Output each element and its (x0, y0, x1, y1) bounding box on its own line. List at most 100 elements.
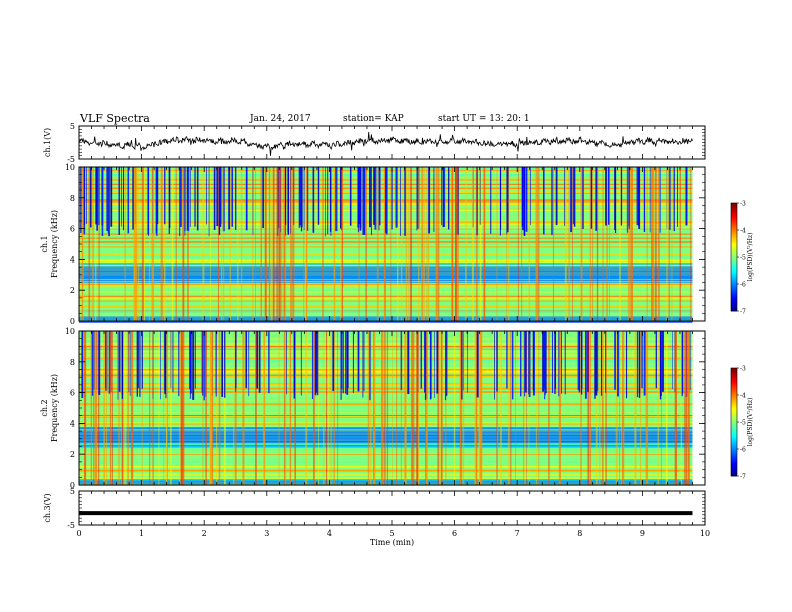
ch2-spec-impulse (680, 331, 682, 485)
ch2-colorbar-color-step (731, 465, 737, 468)
ch2-spec-impulse (587, 331, 589, 485)
ch1-spec-strong-impulse (451, 167, 454, 321)
ch1-spec-impulse (255, 167, 256, 321)
ch1-spec-impulse (651, 167, 653, 321)
ch2-spec-strong-impulse (242, 331, 245, 485)
ch1-spec-impulse (194, 167, 196, 227)
ch1-colorbar-color-step (731, 282, 737, 285)
ch1-spec-impulse (475, 167, 478, 321)
ch2-spec-impulse (111, 331, 113, 485)
ch1-spec-impulse (82, 167, 84, 321)
ch2-colorbar-color-step (731, 438, 737, 441)
ch2-spec-impulse (369, 331, 372, 485)
ch2-spec-impulse (424, 331, 427, 485)
ch1-spec-impulse (427, 167, 430, 321)
ch1-spec-impulse (522, 167, 524, 231)
ch2-spec-impulse (316, 331, 319, 396)
ch2-spec-impulse (91, 331, 94, 396)
ch2-spec-impulse (117, 331, 119, 400)
ch2-spec-impulse (424, 331, 427, 400)
ch1-spec-impulse (523, 167, 525, 236)
ch1-spec-impulse (360, 167, 362, 229)
ch2-spec-impulse (221, 331, 224, 397)
ch2-spec-strong-impulse (381, 331, 384, 485)
ch2-spec-impulse (141, 331, 143, 389)
ch1-spec-impulse (659, 167, 661, 233)
ch1-spec-ytick-label: 10 (65, 163, 75, 172)
ch2-spec-impulse (476, 331, 479, 398)
ch2-spec-impulse (357, 331, 360, 392)
ch1-spec-impulse (551, 167, 553, 235)
ch2-spec-impulse (526, 331, 528, 485)
ch1-colorbar-color-step (731, 240, 737, 243)
ch2-spec-impulse (180, 331, 182, 485)
ch2-colorbar-color-step (731, 413, 737, 416)
ch2-colorbar-color-step (731, 386, 737, 389)
ch1-spec-impulse (270, 167, 273, 321)
ch1-colorbar-color-step (731, 303, 737, 306)
ch1-spec-impulse (614, 167, 616, 230)
ch1-spec-impulse (508, 167, 510, 321)
ch2-spec-impulse (124, 331, 127, 485)
ch1-spec-impulse (157, 167, 159, 225)
ch2-colorbar-color-step (731, 384, 737, 387)
ch1-spec-band (79, 320, 693, 323)
ch1-spec-impulse (89, 167, 92, 228)
ch1-colorbar-tick-label: -6 (740, 282, 746, 289)
ch2-spec-impulse (453, 331, 456, 485)
ch1-spec-impulse (456, 167, 459, 321)
ch1-spec-impulse (521, 167, 523, 321)
ch2-spec-impulse (255, 331, 257, 485)
ch2-spec-impulse (684, 331, 686, 485)
ch2-colorbar-color-step (731, 393, 737, 396)
ch1-colorbar-color-step (731, 226, 737, 229)
ch1-spec-impulse (179, 167, 181, 237)
ch2-spec-strong-impulse (130, 331, 134, 485)
ch2-spec-impulse (520, 331, 522, 397)
ch2-spec-impulse (434, 331, 435, 398)
ch2-colorbar-tick-label: -7 (740, 474, 746, 481)
ch1-colorbar-color-step (731, 221, 737, 224)
ch2-spec-impulse (369, 331, 371, 401)
ch1-spec-impulse (216, 167, 219, 227)
ch2-spec-impulse (440, 331, 443, 485)
ch2-spec-impulse (494, 331, 495, 400)
ch2-spec-impulse (524, 331, 527, 393)
ch1-spec-impulse (506, 167, 508, 235)
ch1-spec-strong-impulse (333, 167, 336, 321)
ch2-colorbar-color-step (731, 461, 737, 464)
ch1-spec-impulse (312, 167, 315, 233)
ch2-spec-impulse (179, 331, 181, 485)
ch2-colorbar-color-step (731, 389, 737, 392)
ch2-spec-impulse (333, 331, 336, 485)
ch2-spec-impulse (480, 331, 483, 485)
ch1-colorbar-color-step (731, 287, 737, 290)
ch1-spec-impulse (444, 167, 446, 227)
ch1-colorbar: -3 -4 -5 -6 -7 log(PSD)(V²/Hz) (730, 201, 754, 316)
ch2-spec-strong-impulse (109, 331, 112, 485)
ch2-spec-impulse (479, 331, 482, 485)
ch1-spec-impulse (218, 167, 220, 321)
ch2-spec-strong-impulse (103, 331, 105, 485)
ch2-spec-impulse (202, 331, 204, 485)
ch2-spec-impulse (194, 331, 196, 389)
ch1-spec-impulse (95, 167, 98, 225)
ch2-spec-impulse (326, 331, 328, 485)
ch1-ytick-label: -5 (67, 155, 75, 164)
ch2-spec-impulse (384, 331, 385, 485)
ch2-spec-ytick-label: 10 (65, 327, 75, 336)
ch1-spec-impulse (86, 167, 87, 225)
ch1-spec-impulse (500, 167, 502, 230)
ch1-spec-ytick-label: 6 (70, 225, 75, 234)
ch1-colorbar-color-step (731, 239, 737, 242)
ch1-spec-impulse (626, 167, 628, 233)
ch2-spec-impulse (659, 331, 662, 400)
ch1-spec-impulse (336, 167, 338, 232)
ch1-spec-impulse (218, 167, 221, 236)
ch2-colorbar-color-step (731, 371, 737, 374)
ch2-colorbar-color-step (731, 423, 737, 426)
ch1-spec-impulse (317, 167, 320, 225)
ch1-colorbar-tick-label: -5 (740, 255, 746, 262)
ch2-spec-impulse (532, 331, 535, 396)
ch2-spec-strong-impulse (404, 331, 407, 485)
